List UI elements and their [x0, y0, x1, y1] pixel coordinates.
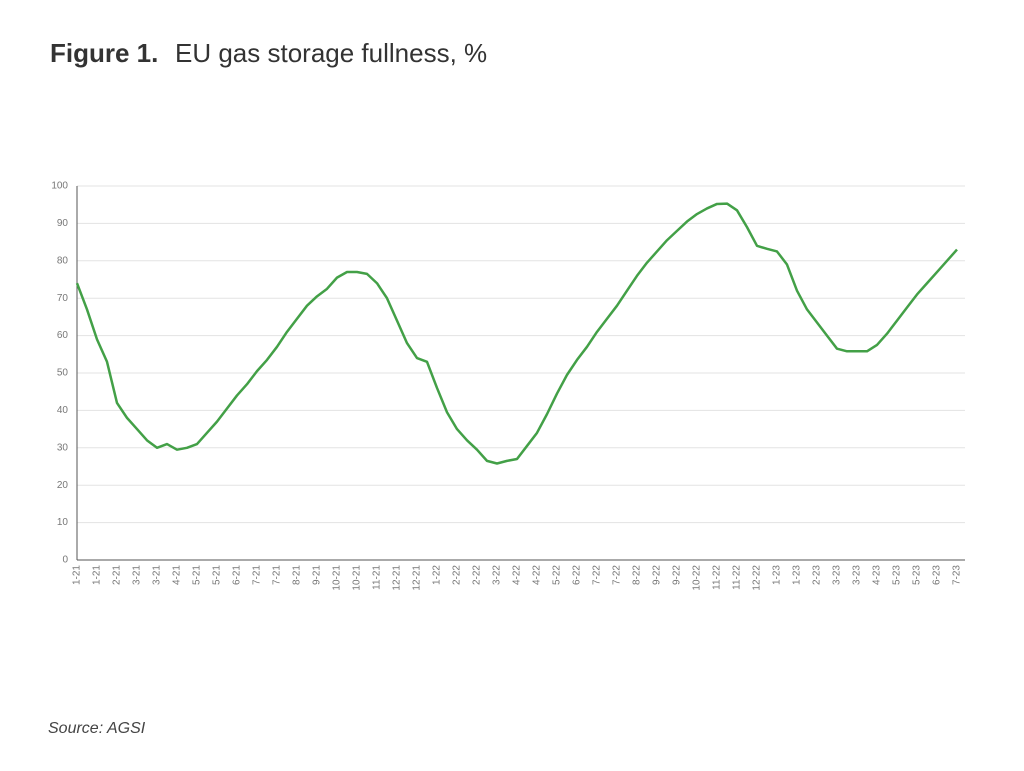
x-tick-label: 1-22 [432, 565, 443, 585]
x-tick-label: 6-23 [932, 565, 943, 585]
y-tick-label: 100 [51, 181, 68, 192]
x-tick-label: 8-21 [292, 565, 303, 585]
x-tick-label: 12-21 [392, 565, 403, 591]
x-tick-label: 5-21 [212, 565, 223, 585]
source: Source: AGSI [48, 720, 146, 737]
y-tick-label: 0 [62, 555, 68, 566]
x-tick-label: 5-22 [552, 565, 563, 585]
x-tick-label: 3-23 [832, 565, 843, 585]
y-tick-label: 10 [57, 517, 69, 528]
x-tick-label: 11-22 [732, 565, 743, 590]
y-tick-label: 30 [57, 442, 69, 453]
x-tick-label: 7-21 [272, 565, 283, 585]
x-tick-label: 9-22 [672, 565, 683, 585]
x-tick-label: 8-22 [632, 565, 643, 585]
x-tick-label: 1-21 [92, 565, 103, 585]
x-tick-label: 7-23 [952, 565, 963, 585]
x-tick-label: 2-22 [452, 565, 463, 585]
x-tick-label: 7-22 [612, 565, 623, 585]
x-tick-label: 6-21 [232, 565, 243, 585]
x-tick-label: 2-21 [112, 565, 123, 585]
x-tick-label: 10-21 [352, 565, 363, 591]
x-tick-label: 5-23 [892, 565, 903, 585]
x-tick-label: 4-22 [512, 565, 523, 585]
x-tick-label: 9-21 [312, 565, 323, 585]
x-tick-label: 11-22 [712, 565, 723, 590]
figure-label: Figure 1. [50, 38, 158, 68]
x-tick-label: 7-21 [252, 565, 263, 585]
y-tick-label: 50 [57, 368, 69, 379]
x-tick-label: 5-21 [192, 565, 203, 585]
x-tick-label: 10-22 [692, 565, 703, 591]
y-tick-label: 70 [57, 293, 69, 304]
x-tick-label: 1-23 [772, 565, 783, 585]
x-tick-label: 7-22 [592, 565, 603, 585]
x-tick-label: 3-21 [152, 565, 163, 585]
x-tick-label: 3-21 [132, 565, 143, 585]
x-tick-label: 4-22 [532, 565, 543, 585]
x-tick-label: 4-23 [872, 565, 883, 585]
x-tick-label: 2-22 [472, 565, 483, 585]
y-tick-label: 80 [57, 255, 69, 266]
x-tick-label: 10-21 [332, 565, 343, 591]
x-tick-label: 5-23 [912, 565, 923, 585]
x-tick-label: 1-21 [72, 565, 83, 585]
x-tick-label: 12-21 [412, 565, 423, 591]
x-tick-label: 4-21 [172, 565, 183, 585]
data-line [75, 202, 958, 465]
chart-title: EU gas storage fullness, % [175, 38, 487, 68]
x-tick-label: 3-23 [852, 565, 863, 585]
x-tick-label: 11-21 [372, 565, 383, 590]
x-tick-label: 3-22 [492, 565, 503, 585]
x-tick-label: 9-22 [652, 565, 663, 585]
x-tick-label: 2-23 [812, 565, 823, 585]
x-tick-label: 1-23 [792, 565, 803, 585]
y-tick-label: 60 [57, 330, 69, 341]
x-tick-label: 6-22 [572, 565, 583, 585]
y-tick-label: 40 [57, 405, 69, 416]
x-tick-label: 12-22 [752, 565, 763, 591]
y-tick-label: 90 [57, 218, 69, 229]
y-tick-label: 20 [57, 480, 69, 491]
